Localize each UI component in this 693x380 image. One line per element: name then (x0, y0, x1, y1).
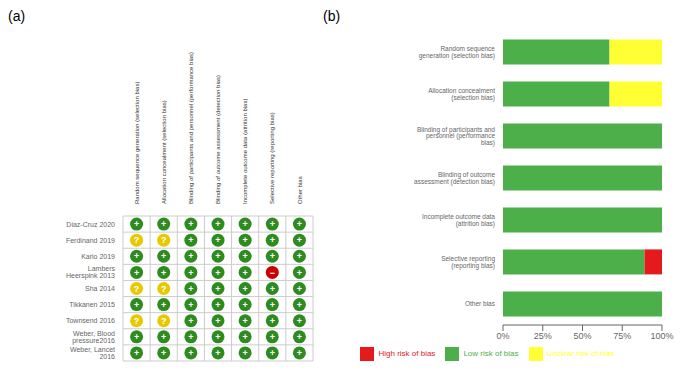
svg-text:+: + (161, 348, 166, 358)
svg-text:+: + (243, 316, 248, 326)
svg-text:Blinding of participants and p: Blinding of participants and personnel (… (188, 52, 194, 204)
svg-text:?: ? (134, 235, 140, 245)
svg-text:25%: 25% (534, 331, 552, 341)
svg-text:+: + (161, 219, 166, 229)
svg-text:+: + (161, 332, 166, 342)
svg-text:Tikkanen 2015: Tikkanen 2015 (69, 301, 115, 308)
svg-text:?: ? (161, 316, 167, 326)
svg-text:?: ? (161, 235, 167, 245)
svg-text:Blinding of outcomeassessment: Blinding of outcomeassessment (detection… (414, 171, 495, 186)
svg-text:Allocation concealment (select: Allocation concealment (selection bias) (161, 100, 167, 204)
svg-text:+: + (188, 219, 193, 229)
svg-text:+: + (243, 235, 248, 245)
svg-text:+: + (161, 251, 166, 261)
svg-text:+: + (215, 219, 220, 229)
svg-text:+: + (161, 300, 166, 310)
svg-text:+: + (270, 284, 275, 294)
svg-text:+: + (270, 251, 275, 261)
svg-text:+: + (188, 235, 193, 245)
svg-text:0%: 0% (496, 331, 509, 341)
svg-text:Diaz-Cruz 2020: Diaz-Cruz 2020 (66, 221, 115, 228)
svg-text:+: + (270, 219, 275, 229)
svg-text:?: ? (134, 316, 140, 326)
svg-text:Selective reporting (reporting: Selective reporting (reporting bias) (269, 112, 275, 204)
svg-text:+: + (270, 348, 275, 358)
svg-text:Ferdinand 2019: Ferdinand 2019 (66, 237, 115, 244)
svg-text:LambersHeerspink 2013: LambersHeerspink 2013 (66, 265, 116, 280)
svg-text:+: + (188, 316, 193, 326)
html-text:Unclear risk of bias: Unclear risk of bias (546, 349, 615, 359)
svg-text:Other bias: Other bias (465, 300, 496, 307)
svg-text:+: + (297, 332, 302, 342)
html-text:Low risk of bias: Low risk of bias (463, 349, 519, 359)
svg-text:50%: 50% (573, 331, 591, 341)
svg-text:+: + (297, 300, 302, 310)
svg-text:+: + (215, 300, 220, 310)
svg-text:+: + (215, 235, 220, 245)
svg-text:Selective reporting(reporting: Selective reporting(reporting bias) (441, 255, 495, 270)
svg-text:75%: 75% (613, 331, 631, 341)
svg-text:?: ? (134, 284, 140, 294)
svg-text:+: + (188, 251, 193, 261)
svg-text:+: + (297, 251, 302, 261)
svg-text:+: + (297, 219, 302, 229)
html-text:(b): (b) (323, 8, 341, 24)
svg-text:+: + (188, 348, 193, 358)
svg-text:+: + (297, 348, 302, 358)
html-text:(a): (a) (8, 8, 26, 24)
svg-text:+: + (188, 300, 193, 310)
svg-text:+: + (270, 235, 275, 245)
svg-text:+: + (297, 235, 302, 245)
svg-text:+: + (215, 316, 220, 326)
svg-text:+: + (243, 300, 248, 310)
svg-text:+: + (134, 251, 139, 261)
svg-text:+: + (215, 268, 220, 278)
svg-text:+: + (188, 284, 193, 294)
svg-text:+: + (243, 251, 248, 261)
svg-text:+: + (243, 332, 248, 342)
svg-text:+: + (134, 268, 139, 278)
svg-text:Incomplete outcome data(attrit: Incomplete outcome data(attrition bias) (422, 213, 495, 228)
svg-text:+: + (215, 251, 220, 261)
svg-text:Random sequencegeneration (sel: Random sequencegeneration (selection bia… (419, 45, 496, 59)
svg-text:+: + (161, 268, 166, 278)
svg-text:Allocation concealment(selecti: Allocation concealment(selection bias) (428, 87, 495, 102)
svg-text:+: + (297, 268, 302, 278)
svg-text:?: ? (161, 284, 167, 294)
html-text:High risk of bias: High risk of bias (378, 349, 436, 359)
svg-text:+: + (188, 332, 193, 342)
svg-text:+: + (215, 332, 220, 342)
svg-text:Blinding of outcome assessment: Blinding of outcome assessment (detectio… (215, 75, 221, 204)
svg-text:100%: 100% (650, 331, 673, 341)
svg-text:+: + (270, 332, 275, 342)
svg-text:+: + (243, 268, 248, 278)
svg-text:+: + (134, 219, 139, 229)
svg-text:Townsend 2016: Townsend 2016 (66, 317, 115, 324)
svg-text:+: + (188, 268, 193, 278)
svg-text:+: + (215, 284, 220, 294)
svg-text:+: + (297, 284, 302, 294)
svg-text:Random sequence generation (se: Random sequence generation (selection bi… (134, 82, 140, 204)
svg-text:+: + (243, 348, 248, 358)
svg-text:+: + (134, 348, 139, 358)
svg-text:+: + (270, 316, 275, 326)
svg-text:+: + (215, 348, 220, 358)
svg-text:Blinding of participants andpe: Blinding of participants andpersonnel (p… (417, 126, 495, 147)
svg-text:Sha 2014: Sha 2014 (85, 285, 115, 292)
svg-text:Other bias: Other bias (297, 176, 303, 204)
svg-text:+: + (270, 300, 275, 310)
svg-text:−: − (270, 268, 275, 278)
svg-text:+: + (297, 316, 302, 326)
svg-text:+: + (243, 284, 248, 294)
svg-text:+: + (243, 219, 248, 229)
svg-text:Incomplete outcome data (attri: Incomplete outcome data (attrition bias) (242, 99, 248, 204)
svg-text:+: + (134, 332, 139, 342)
svg-text:Kario 2019: Kario 2019 (81, 253, 115, 260)
svg-text:Weber, Bloodpressure2016: Weber, Bloodpressure2016 (72, 330, 115, 345)
svg-text:+: + (134, 300, 139, 310)
svg-text:Weber, Lancet2016: Weber, Lancet2016 (70, 346, 115, 360)
